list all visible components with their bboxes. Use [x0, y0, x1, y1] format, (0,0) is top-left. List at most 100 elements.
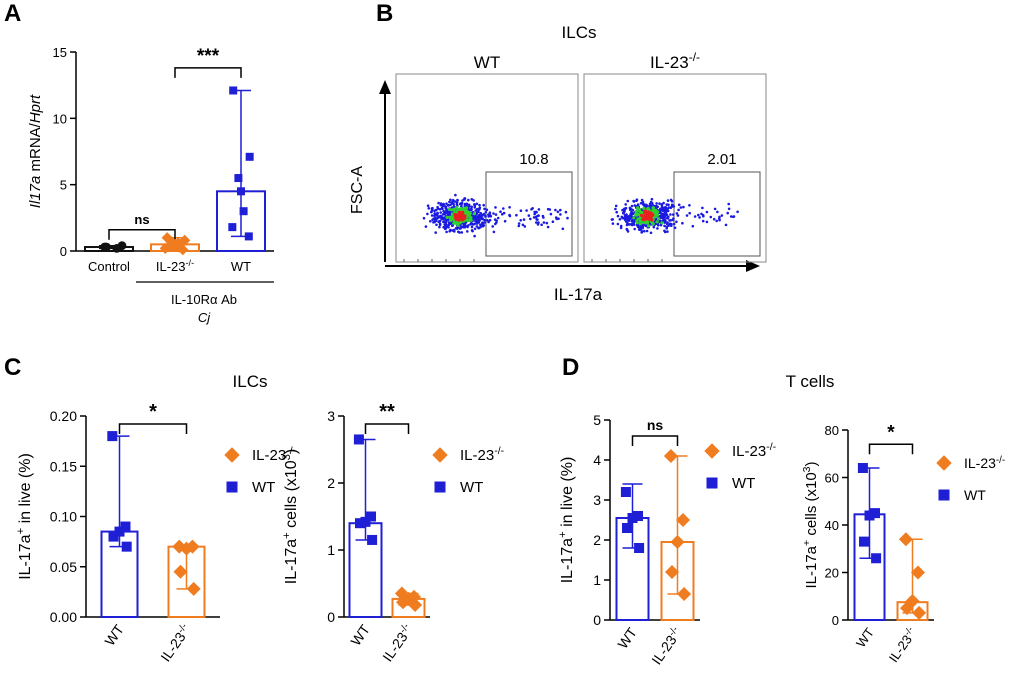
y-tick-label: 1: [327, 542, 335, 558]
flow-event: [688, 204, 691, 207]
flow-event: [677, 208, 680, 212]
flow-event-dense: [657, 217, 661, 221]
flow-event: [439, 211, 443, 214]
flow-event: [661, 208, 664, 211]
flow-event: [564, 210, 568, 214]
flow-event: [527, 214, 531, 217]
flow-event-dense: [447, 207, 452, 211]
flow-event: [458, 224, 462, 227]
panel-c-title: ILCs: [232, 372, 268, 391]
flow-event-peak: [643, 210, 647, 215]
flow-event: [663, 229, 666, 233]
flow-event: [676, 214, 680, 217]
x-tick-label: WT: [231, 259, 251, 274]
flow-event: [525, 209, 528, 212]
data-point: [870, 508, 880, 519]
flow-event: [693, 215, 697, 218]
y-tick-label: 0: [593, 612, 601, 628]
flow-event-dense: [445, 215, 449, 219]
flow-event: [546, 225, 550, 229]
data-point: [120, 521, 131, 532]
flow-event: [492, 230, 496, 234]
flow-event-dense: [456, 208, 461, 212]
flow-event: [475, 207, 479, 211]
flow-event: [548, 208, 552, 211]
flow-event-dense: [642, 207, 646, 211]
data-point: [857, 463, 868, 473]
flow-event: [467, 203, 470, 207]
legend-marker: [706, 477, 718, 489]
flow-event: [666, 230, 669, 233]
flow-event: [625, 223, 629, 227]
data-point: [627, 513, 638, 523]
data-point: [864, 510, 875, 521]
flow-event: [519, 209, 523, 212]
flow-event: [432, 217, 436, 220]
flow-event: [641, 224, 644, 228]
flow-event: [618, 218, 622, 221]
flow-event: [488, 218, 492, 222]
flow-x-label: IL-17a: [554, 285, 603, 304]
flow-event: [484, 210, 488, 214]
flow-event: [664, 213, 667, 216]
arrow-right-icon: [746, 260, 760, 272]
flow-event: [438, 225, 441, 229]
flow-event: [691, 224, 695, 228]
data-point: [912, 605, 927, 620]
flow-event: [665, 225, 669, 229]
flow-event: [503, 219, 507, 223]
data-point: [228, 223, 237, 232]
flow-title: ILCs: [562, 23, 597, 42]
flow-event: [496, 216, 500, 220]
flow-event: [611, 222, 615, 225]
flow-event: [642, 203, 645, 207]
flow-event: [716, 210, 719, 214]
flow-event: [523, 225, 527, 228]
flow-event: [713, 207, 717, 211]
x-tick-label: IL-23-/-: [157, 621, 194, 664]
flow-event: [540, 223, 543, 227]
flow-event: [666, 221, 669, 224]
flow-event: [429, 210, 433, 214]
flow-event: [650, 197, 654, 201]
y-tick-label: 40: [825, 518, 839, 533]
flow-event-peak: [460, 213, 465, 218]
flow-event: [437, 201, 440, 205]
flow-event: [701, 206, 704, 210]
flow-event: [623, 209, 626, 213]
flow-plot-label: WT: [474, 53, 500, 72]
flow-event: [430, 207, 434, 210]
data-point: [245, 152, 254, 161]
flow-event: [422, 216, 426, 220]
flow-event-dense: [456, 223, 460, 227]
flow-event-dense: [650, 221, 655, 225]
flow-event: [442, 202, 446, 206]
flow-event: [616, 214, 620, 218]
flow-event: [429, 220, 432, 223]
flow-event: [446, 218, 450, 222]
flow-event: [630, 211, 634, 214]
flow-event: [536, 223, 540, 226]
y-tick-label: 0: [832, 613, 839, 628]
data-point: [239, 207, 248, 216]
flow-event-dense: [638, 222, 643, 226]
flow-event: [502, 207, 505, 210]
flow-event: [611, 218, 614, 221]
flow-event: [697, 213, 700, 217]
data-point: [237, 187, 245, 196]
flow-event: [424, 225, 428, 228]
flow-event: [484, 215, 487, 218]
y-tick-label: 2: [593, 532, 601, 548]
legend-label: IL-23-/-: [732, 441, 777, 460]
legend-marker: [938, 489, 950, 501]
flow-event: [630, 204, 634, 208]
flow-event: [656, 227, 659, 230]
flow-event: [533, 212, 536, 216]
flow-event: [445, 207, 448, 210]
data-point: [670, 535, 685, 549]
flow-event: [732, 215, 735, 218]
flow-event-dense: [450, 208, 454, 212]
flow-event: [655, 202, 658, 205]
flow-gate: [673, 171, 761, 257]
flow-event: [462, 225, 465, 229]
